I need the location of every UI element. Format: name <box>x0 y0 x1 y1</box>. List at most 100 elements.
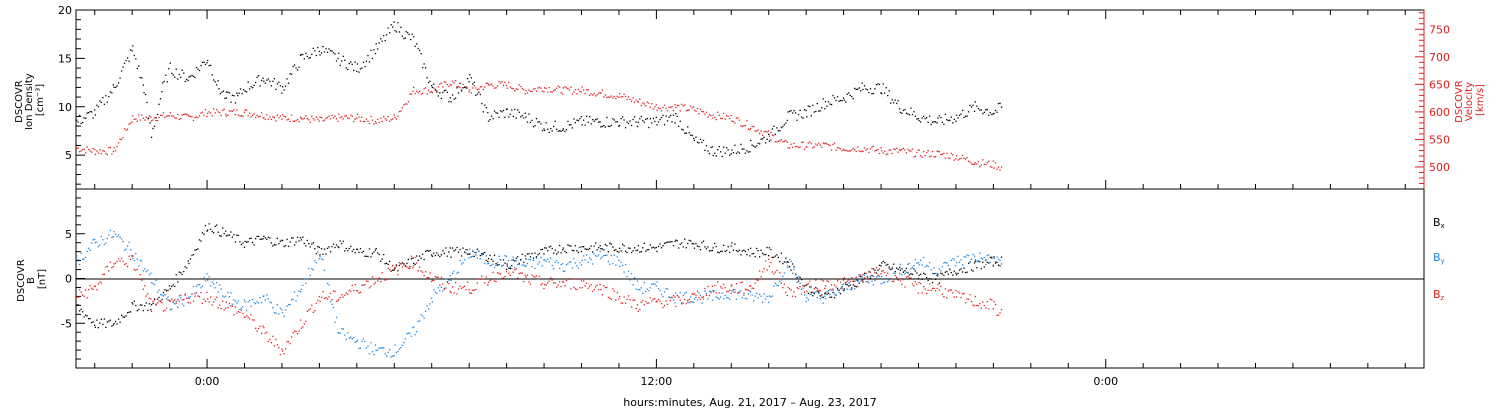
data-point <box>283 89 285 91</box>
data-point <box>893 272 895 274</box>
data-point <box>564 86 566 88</box>
data-point <box>636 304 639 306</box>
data-point <box>899 280 902 282</box>
data-point <box>413 86 415 89</box>
data-point <box>511 109 513 111</box>
data-point <box>430 297 433 299</box>
data-point <box>296 118 299 121</box>
data-point <box>882 260 884 263</box>
data-point <box>417 259 419 262</box>
data-point <box>499 259 502 261</box>
data-point <box>699 108 702 110</box>
data-point <box>311 243 313 245</box>
data-point <box>950 271 953 274</box>
data-point <box>103 273 106 276</box>
data-point <box>210 112 212 114</box>
data-point <box>562 262 564 265</box>
data-point <box>266 331 268 333</box>
data-point <box>587 248 589 251</box>
data-point <box>827 280 830 283</box>
data-point <box>498 255 500 257</box>
data-point <box>584 93 586 95</box>
data-point <box>982 159 984 161</box>
data-point <box>181 69 183 71</box>
data-point <box>328 115 330 117</box>
data-point <box>967 160 970 162</box>
data-point <box>204 300 207 303</box>
data-point <box>551 91 553 93</box>
data-point <box>380 260 382 262</box>
data-point <box>937 283 939 286</box>
data-point <box>880 273 882 275</box>
data-point <box>732 289 735 291</box>
data-point <box>260 332 263 335</box>
data-point <box>312 242 314 244</box>
data-point <box>541 129 544 132</box>
data-point <box>162 82 164 84</box>
data-point <box>695 110 697 112</box>
data-point <box>579 246 581 248</box>
data-point <box>476 88 478 91</box>
data-point <box>974 295 976 298</box>
data-point <box>738 291 741 293</box>
data-point <box>832 143 834 146</box>
data-point <box>761 252 764 254</box>
data-point <box>231 305 234 307</box>
data-point <box>403 341 405 344</box>
data-point <box>207 112 209 115</box>
data-point <box>596 284 598 287</box>
data-point <box>168 300 171 302</box>
data-point <box>988 160 990 162</box>
data-point <box>345 67 347 69</box>
data-point <box>234 300 237 302</box>
data-point <box>620 117 622 120</box>
data-point <box>752 252 755 255</box>
data-point <box>453 82 455 84</box>
data-point <box>849 284 851 286</box>
data-point <box>899 263 902 265</box>
data-point <box>770 261 772 264</box>
data-point <box>921 264 923 266</box>
data-point <box>842 289 845 292</box>
data-point <box>264 332 267 334</box>
data-point <box>604 254 607 256</box>
data-point <box>947 290 950 292</box>
data-point <box>707 285 709 288</box>
data-point <box>502 264 505 266</box>
data-point <box>547 91 549 93</box>
data-point <box>281 92 283 94</box>
data-point <box>356 290 359 292</box>
data-point <box>168 68 170 70</box>
data-point <box>354 283 356 286</box>
data-point <box>354 61 356 63</box>
data-point <box>718 298 720 300</box>
data-point <box>729 298 731 300</box>
data-point <box>295 300 297 302</box>
data-point <box>347 332 349 334</box>
data-point <box>144 268 146 270</box>
data-point <box>896 267 898 269</box>
data-point <box>320 258 323 260</box>
data-point <box>918 120 920 122</box>
data-point <box>389 349 391 351</box>
data-point <box>928 283 931 285</box>
data-point <box>445 89 447 91</box>
data-point <box>211 281 213 283</box>
data-point <box>721 117 723 120</box>
data-point <box>194 292 196 295</box>
data-point <box>888 268 890 270</box>
data-point <box>339 296 341 299</box>
data-point <box>750 285 752 287</box>
data-point <box>964 302 967 304</box>
data-point <box>490 115 493 117</box>
data-point <box>826 280 828 282</box>
data-point <box>747 248 750 251</box>
data-point <box>761 301 764 304</box>
data-point <box>401 344 404 346</box>
data-point <box>312 117 314 120</box>
data-point <box>526 274 529 277</box>
data-point <box>433 252 435 254</box>
data-point <box>90 151 93 153</box>
data-point <box>627 295 630 297</box>
data-point <box>887 281 889 283</box>
